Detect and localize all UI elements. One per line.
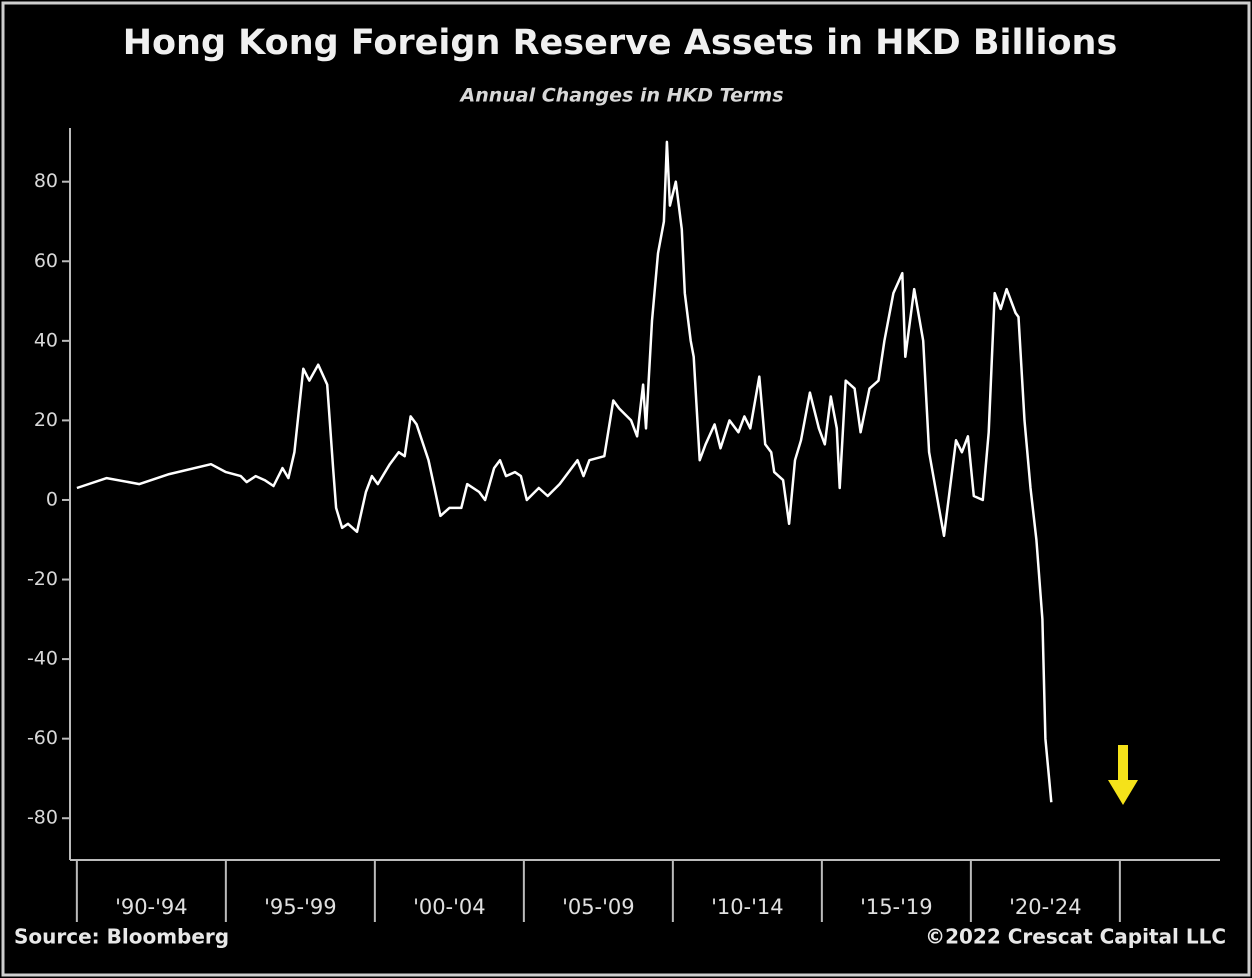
y-tick-label: -60 — [27, 727, 58, 749]
y-tick-label: 40 — [34, 329, 58, 351]
x-category-label: '15-'19 — [860, 895, 933, 919]
x-category-label: '90-'94 — [115, 895, 188, 919]
y-tick-label: -20 — [27, 568, 58, 590]
credit: ©2022 Crescat Capital LLC — [925, 925, 1226, 949]
y-tick-label: -80 — [27, 807, 58, 829]
x-category-label: '00-'04 — [413, 895, 486, 919]
chart-title: Hong Kong Foreign Reserve Assets in HKD … — [123, 23, 1118, 63]
x-category-label: '20-'24 — [1009, 895, 1082, 919]
chart-subtitle: Annual Changes in HKD Terms — [459, 85, 784, 107]
x-category-label: '05-'09 — [562, 895, 635, 919]
y-tick-label: -40 — [27, 648, 58, 670]
x-category-label: '10-'14 — [711, 895, 784, 919]
y-tick-label: 0 — [46, 488, 58, 510]
source: Source: Bloomberg — [14, 925, 229, 949]
data-line — [76, 140, 1053, 803]
y-tick-label: 80 — [34, 170, 58, 192]
arrow — [1108, 745, 1138, 805]
x-category-label: '95-'99 — [264, 895, 337, 919]
y-tick-label: 60 — [34, 250, 58, 272]
y-tick-label: 20 — [34, 409, 58, 431]
